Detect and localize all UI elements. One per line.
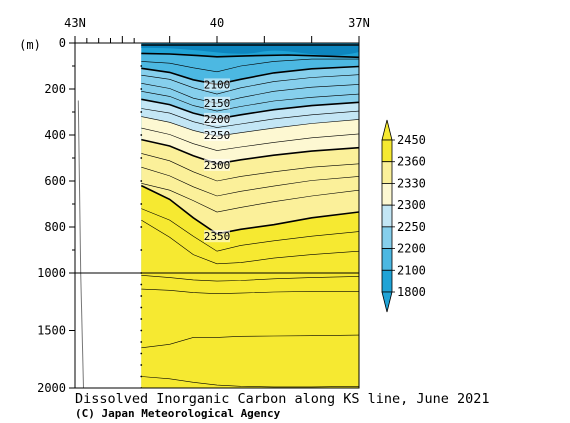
chart-title: Dissolved Inorganic Carbon along KS line… (75, 391, 490, 407)
x-tick-label: 43N (64, 16, 86, 30)
y-tick-label: 600 (44, 174, 66, 188)
contour-line (141, 153, 359, 182)
station-dot (140, 352, 143, 355)
station-dot (140, 283, 143, 286)
station-dot (140, 249, 143, 251)
y-tick-label: 0 (59, 36, 66, 50)
colorbar-segment (381, 204, 393, 228)
colorbar-label: 2250 (397, 220, 426, 234)
colorbar-segment (381, 161, 393, 184)
colorbar-label: 2330 (397, 176, 426, 190)
contour-line (141, 127, 359, 151)
y-tick-label: 1000 (37, 266, 66, 280)
colorbar: 2450 2360 2330 2300 2250 2200 2100 1800 (381, 119, 426, 313)
contour-line (141, 52, 359, 59)
y-axis-label: (m) (19, 38, 41, 52)
station-dot (140, 295, 143, 297)
station-dot (140, 329, 143, 332)
contour-label-layer: 2100 2150 2200 2250 2300 2350 (204, 78, 231, 243)
contour-label: 2100 (204, 78, 231, 91)
y-tick-label: 400 (44, 128, 66, 142)
station-dot (140, 203, 143, 205)
contour-label-bg (204, 96, 230, 109)
contour-label: 2350 (204, 230, 231, 243)
station-dot (140, 180, 143, 182)
contour-line (141, 334, 359, 349)
contour-line (141, 208, 359, 252)
station-dot (140, 226, 143, 228)
contour-line (141, 74, 359, 95)
contour-label-bg (204, 112, 230, 125)
contour-label-bg (204, 78, 230, 91)
contour-line (141, 288, 359, 295)
colorbar-bottom-arrow (381, 291, 393, 313)
station-dot (140, 306, 143, 309)
station-dot (140, 134, 143, 136)
colorbar-segment (381, 139, 393, 163)
surface-patch (141, 45, 359, 56)
contour-label: 2150 (204, 97, 231, 110)
colorbar-label: 2300 (397, 198, 426, 212)
contour-label-bg (204, 230, 230, 243)
y-tick-label: 2000 (37, 381, 66, 395)
x-tick-label: 40 (210, 16, 224, 30)
station-dot (140, 157, 143, 159)
station-dot (140, 341, 143, 343)
bathymetry-line (77, 100, 84, 388)
colorbar-label: 2200 (397, 242, 426, 256)
contour-line (141, 219, 359, 265)
contour-line (141, 183, 359, 213)
station-dot (140, 65, 143, 67)
contour-label-bg (204, 129, 230, 141)
contour-line (141, 275, 359, 282)
contour-label-bg (204, 158, 230, 171)
colorbar-segment (381, 248, 393, 271)
colorbar-label: 2100 (397, 263, 426, 277)
station-dot (140, 88, 143, 90)
axes-layer: 43N 40 37N 0 200 400 600 800 1000 1500 2000 (m) (19, 16, 370, 395)
y-tick-label: 200 (44, 82, 66, 96)
contour-line (141, 108, 359, 128)
colorbar-segment (381, 183, 393, 206)
contour-line (141, 166, 359, 197)
colorbar-label: 1800 (397, 285, 426, 299)
y-tick-label: 800 (44, 220, 66, 234)
station-dot (140, 364, 143, 366)
contour-line (141, 376, 359, 388)
y-tick-label: 1500 (37, 324, 66, 338)
contour-label: 2250 (204, 129, 231, 142)
contour-label: 2300 (204, 159, 231, 172)
contour-label: 2200 (204, 113, 231, 126)
colorbar-top-arrow (381, 119, 393, 141)
colorbar-label: 2450 (397, 133, 426, 147)
contour-line (141, 58, 359, 73)
x-tick-label: 37N (348, 16, 370, 30)
station-dot (140, 111, 143, 113)
station-dot (140, 318, 143, 320)
station-dot (140, 375, 143, 378)
colorbar-segment (381, 269, 393, 293)
colorbar-segment (381, 226, 393, 249)
chart-credit: (C) Japan Meteorological Agency (75, 407, 281, 420)
colorbar-label: 2360 (397, 155, 426, 169)
